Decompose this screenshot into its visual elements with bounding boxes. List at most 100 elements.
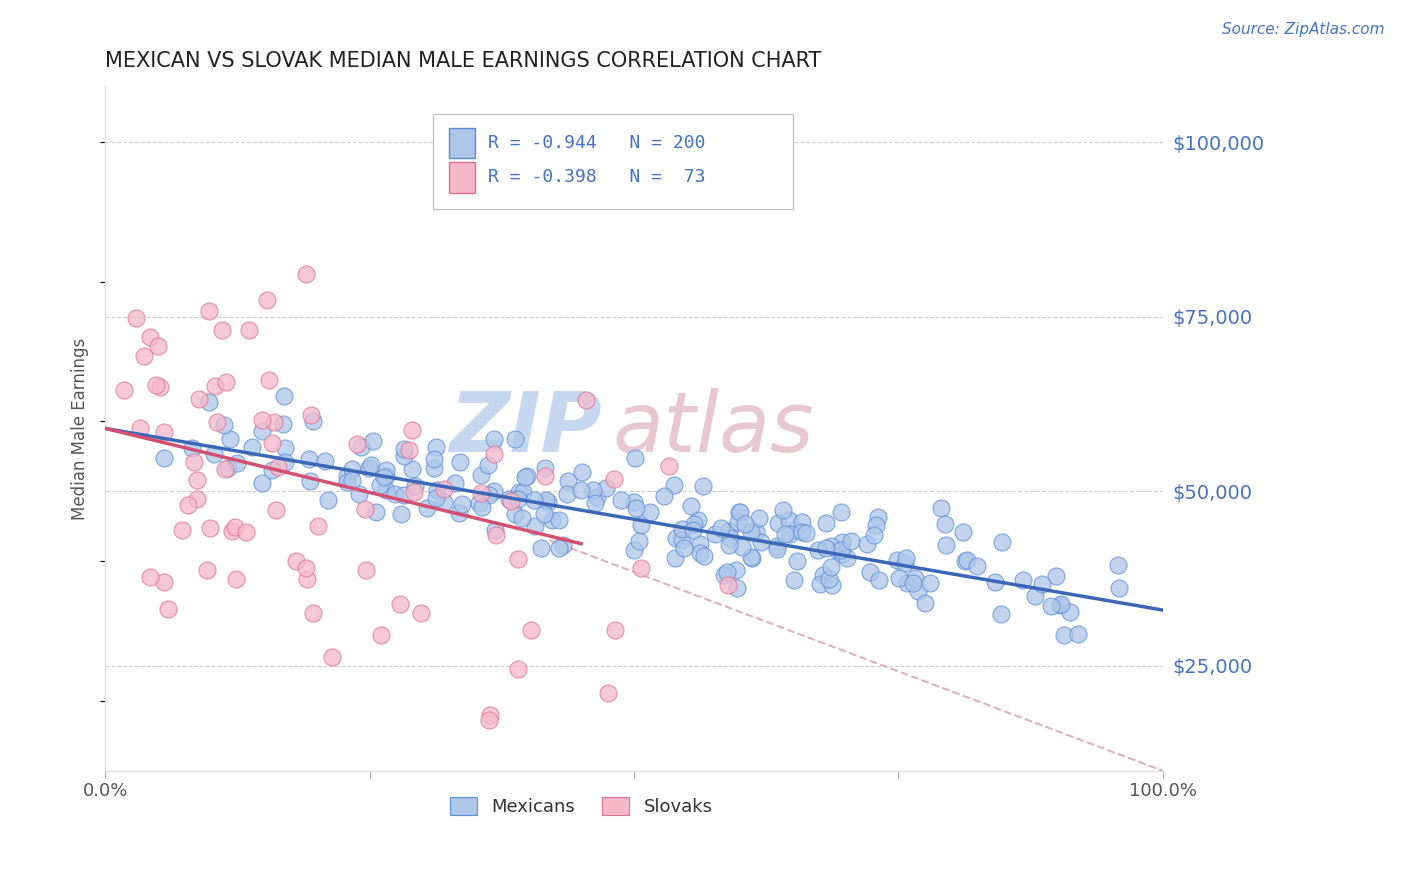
- Point: [510, 510, 533, 524]
- Point: [725, 581, 748, 595]
- Point: [256, 293, 278, 307]
- Point: [638, 505, 661, 519]
- Point: [773, 526, 796, 541]
- Point: [815, 516, 838, 531]
- Point: [783, 523, 806, 537]
- Point: [425, 440, 447, 454]
- Point: [671, 533, 693, 548]
- Point: [221, 524, 243, 538]
- Point: [671, 522, 693, 536]
- Point: [273, 389, 295, 403]
- Point: [918, 576, 941, 591]
- Point: [830, 504, 852, 518]
- Point: [172, 524, 194, 538]
- Point: [534, 493, 557, 508]
- Y-axis label: Median Male Earnings: Median Male Earnings: [72, 337, 89, 519]
- Point: [350, 440, 373, 454]
- Point: [896, 576, 918, 591]
- Point: [907, 583, 929, 598]
- Point: [630, 517, 652, 532]
- Point: [471, 500, 494, 514]
- Point: [145, 378, 167, 392]
- Point: [138, 330, 160, 344]
- Point: [274, 441, 297, 455]
- Point: [214, 461, 236, 475]
- Point: [547, 541, 569, 555]
- Text: R = -0.398   N =  73: R = -0.398 N = 73: [488, 169, 706, 186]
- Point: [267, 460, 290, 475]
- Point: [533, 508, 555, 522]
- Point: [827, 543, 849, 558]
- Point: [157, 601, 180, 615]
- Point: [307, 519, 329, 533]
- FancyBboxPatch shape: [433, 113, 793, 210]
- Point: [368, 477, 391, 491]
- Point: [501, 494, 523, 508]
- Point: [224, 520, 246, 534]
- Point: [360, 458, 382, 472]
- Point: [586, 491, 609, 505]
- Point: [375, 483, 398, 497]
- Point: [482, 432, 505, 446]
- Point: [839, 534, 862, 549]
- Point: [796, 526, 818, 541]
- Point: [508, 663, 530, 677]
- Point: [904, 571, 927, 585]
- Point: [484, 523, 506, 537]
- Point: [605, 623, 627, 637]
- Text: Source: ZipAtlas.com: Source: ZipAtlas.com: [1222, 22, 1385, 37]
- Point: [595, 481, 617, 495]
- Point: [374, 469, 396, 483]
- Point: [966, 558, 988, 573]
- Point: [299, 409, 322, 423]
- Point: [856, 537, 879, 551]
- Point: [515, 468, 537, 483]
- Point: [449, 506, 471, 520]
- Point: [1050, 597, 1073, 611]
- Point: [401, 423, 423, 437]
- Point: [557, 474, 579, 488]
- Point: [693, 549, 716, 563]
- Point: [716, 565, 738, 579]
- Point: [865, 518, 887, 533]
- Point: [411, 606, 433, 620]
- Text: MEXICAN VS SLOVAK MEDIAN MALE EARNINGS CORRELATION CHART: MEXICAN VS SLOVAK MEDIAN MALE EARNINGS C…: [105, 51, 821, 70]
- Point: [934, 516, 956, 531]
- Point: [128, 421, 150, 435]
- Point: [623, 542, 645, 557]
- Point: [433, 482, 456, 496]
- Point: [533, 461, 555, 475]
- Point: [470, 467, 492, 482]
- Text: atlas: atlas: [613, 388, 814, 469]
- Point: [346, 437, 368, 451]
- Point: [664, 550, 686, 565]
- Point: [153, 451, 176, 466]
- Point: [357, 461, 380, 475]
- Point: [630, 561, 652, 575]
- Point: [183, 455, 205, 469]
- Point: [363, 434, 385, 448]
- FancyBboxPatch shape: [449, 161, 475, 193]
- Point: [478, 713, 501, 727]
- Point: [1059, 605, 1081, 619]
- Point: [953, 554, 976, 568]
- Point: [389, 507, 412, 521]
- Point: [658, 458, 681, 473]
- Point: [772, 503, 794, 517]
- Point: [818, 572, 841, 586]
- Point: [831, 535, 853, 549]
- Point: [294, 560, 316, 574]
- Point: [983, 575, 1005, 590]
- Point: [340, 461, 363, 475]
- Point: [250, 413, 273, 427]
- Point: [748, 511, 770, 525]
- Point: [623, 495, 645, 509]
- Point: [703, 527, 725, 541]
- Point: [149, 379, 172, 393]
- Point: [520, 623, 543, 637]
- Point: [226, 456, 249, 470]
- Point: [370, 628, 392, 642]
- Point: [529, 541, 551, 556]
- Point: [569, 483, 592, 497]
- Point: [271, 417, 294, 432]
